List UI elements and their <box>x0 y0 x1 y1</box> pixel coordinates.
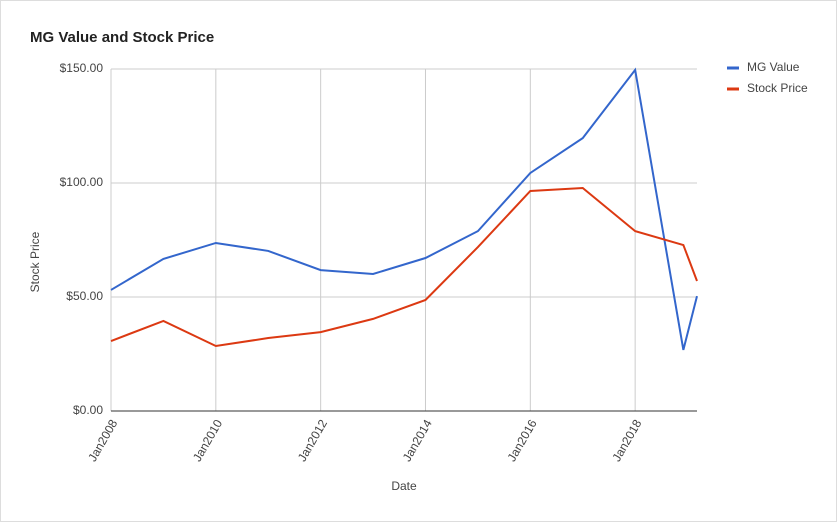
y-tick-label: $150.00 <box>60 61 104 75</box>
y-tick-label: $0.00 <box>73 403 103 417</box>
y-tick-label: $50.00 <box>66 289 103 303</box>
legend-label: MG Value <box>747 60 800 74</box>
chart-title: MG Value and Stock Price <box>30 29 214 46</box>
x-axis-title: Date <box>391 479 417 493</box>
legend-label: Stock Price <box>747 81 808 95</box>
y-axis-title: Stock Price <box>28 231 42 292</box>
y-tick-label: $100.00 <box>60 175 104 189</box>
series-line <box>110 186 698 348</box>
series-line <box>110 67 698 351</box>
